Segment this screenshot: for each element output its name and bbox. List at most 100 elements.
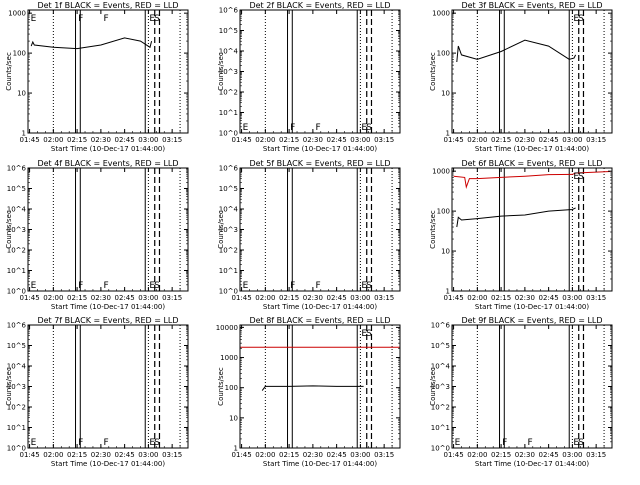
y-axis-label: Counts/sec — [429, 210, 437, 249]
y-tick-label: 10^3 — [7, 383, 26, 391]
y-tick-label: 10^5 — [219, 185, 238, 193]
x-tick-label: 03:00 — [350, 136, 370, 144]
x-axis-label: Start Time (10-Dec-17 01:44:00) — [51, 145, 165, 153]
x-tick-label: 03:15 — [586, 451, 606, 459]
x-tick-label: 01:45 — [231, 136, 251, 144]
x-tick-label: 02:30 — [515, 294, 535, 302]
x-tick-label: 02:00 — [467, 136, 487, 144]
x-axis-label: Start Time (10-Dec-17 01:44:00) — [475, 460, 589, 468]
y-tick-label: 10^4 — [7, 206, 27, 214]
x-tick-label: 02:00 — [43, 294, 63, 302]
y-tick-label: 100 — [225, 384, 238, 392]
x-tick-label: 02:45 — [115, 294, 135, 302]
y-tick-label: 1000 — [8, 10, 26, 18]
event-marker: E — [149, 14, 155, 24]
x-tick-label: 02:30 — [91, 451, 111, 459]
chart-title: Det 4f BLACK = Events, RED = LLD — [37, 159, 178, 168]
y-tick-label: 10^1 — [219, 109, 238, 117]
y-tick-label: 10^4 — [7, 363, 27, 371]
x-tick-label: 02:15 — [279, 294, 299, 302]
plot-frame — [451, 9, 613, 134]
plot-area — [264, 168, 393, 291]
x-tick-label: 02:15 — [67, 451, 87, 459]
x-tick-label: 01:45 — [231, 451, 251, 459]
y-tick-label: 10 — [441, 90, 450, 98]
event-marker: E — [149, 281, 155, 291]
x-tick-label: 02:45 — [115, 451, 135, 459]
event-marker: S — [578, 172, 584, 182]
y-tick-label: 10^6 — [7, 165, 27, 173]
plot-area — [30, 10, 181, 133]
plot-frame — [27, 9, 189, 134]
event-marker: E — [361, 123, 367, 133]
event-marker: E — [149, 438, 155, 448]
y-tick-label: 10^2 — [219, 89, 238, 97]
x-axis-label: Start Time (10-Dec-17 01:44:00) — [475, 145, 589, 153]
y-axis-label: Counts/sec — [5, 52, 13, 91]
x-tick-label: 02:45 — [327, 294, 347, 302]
x-tick-label: 01:45 — [443, 294, 463, 302]
x-tick-label: 02:15 — [279, 451, 299, 459]
y-tick-label: 10^4 — [431, 363, 451, 371]
x-tick-label: 02:30 — [91, 294, 111, 302]
event-marker: F — [290, 281, 295, 291]
x-axis-label: Start Time (10-Dec-17 01:44:00) — [263, 145, 377, 153]
y-tick-label: 10^5 — [219, 27, 238, 35]
y-tick-label: 1000 — [432, 10, 450, 18]
event-marker: F — [527, 438, 532, 448]
event-marker: F — [78, 281, 83, 291]
y-tick-label: 10^4 — [219, 206, 239, 214]
y-tick-label: 10^0 — [219, 130, 238, 138]
x-axis-label: Start Time (10-Dec-17 01:44:00) — [51, 460, 165, 468]
y-axis-label: Counts/sec — [217, 367, 225, 406]
y-tick-label: 10^0 — [219, 288, 238, 296]
y-axis-label: Counts/sec — [429, 367, 437, 406]
chart-title: Det 5f BLACK = Events, RED = LLD — [249, 159, 390, 168]
y-tick-label: 100 — [437, 208, 450, 216]
x-tick-label: 03:15 — [374, 451, 394, 459]
y-tick-label: 100 — [13, 50, 26, 58]
event-marker: E — [243, 281, 249, 291]
y-tick-label: 10^2 — [7, 247, 26, 255]
chart-panel-6: Det 6f BLACK = Events, RED = LLD E S 1 10 100… — [429, 159, 613, 311]
y-axis-label: Counts/sec — [217, 210, 225, 249]
x-tick-label: 02:00 — [255, 136, 275, 144]
event-marker: E — [31, 281, 37, 291]
event-marker: S — [578, 14, 584, 24]
x-tick-label: 01:45 — [443, 451, 463, 459]
x-tick-label: 02:00 — [255, 451, 275, 459]
x-axis-label: Start Time (10-Dec-17 01:44:00) — [263, 460, 377, 468]
x-tick-label: 02:15 — [67, 136, 87, 144]
x-tick-label: 02:45 — [327, 136, 347, 144]
y-tick-label: 10^6 — [219, 7, 239, 15]
x-tick-label: 03:15 — [374, 294, 394, 302]
plot-frame — [27, 324, 189, 449]
y-tick-label: 10^0 — [7, 445, 26, 453]
x-tick-label: 02:15 — [491, 451, 511, 459]
x-tick-label: 02:00 — [43, 136, 63, 144]
x-tick-label: 03:00 — [562, 451, 582, 459]
chart-title: Det 8f BLACK = Events, RED = LLD — [249, 316, 390, 325]
chart-title: Det 9f BLACK = Events, RED = LLD — [461, 316, 602, 325]
y-tick-label: 1 — [446, 130, 450, 138]
y-tick-label: 10^1 — [7, 424, 26, 432]
x-tick-label: 03:00 — [138, 294, 158, 302]
y-tick-label: 10^3 — [219, 226, 238, 234]
plot-area — [52, 325, 181, 448]
chart-panel-3: Det 3f BLACK = Events, RED = LLD E S 1 10 100… — [429, 1, 613, 153]
event-marker: S — [366, 281, 372, 291]
y-tick-label: 10^1 — [219, 267, 238, 275]
y-tick-label: 100 — [437, 50, 450, 58]
y-tick-label: 10^2 — [7, 404, 26, 412]
y-tick-label: 1 — [446, 288, 450, 296]
event-marker: F — [78, 14, 83, 24]
event-marker: E — [243, 123, 249, 133]
x-axis-label: Start Time (10-Dec-17 01:44:00) — [263, 303, 377, 311]
x-tick-label: 02:00 — [43, 451, 63, 459]
y-tick-label: 10^2 — [431, 404, 450, 412]
x-tick-label: 02:30 — [515, 136, 535, 144]
event-marker: E — [573, 14, 579, 24]
plot-frame — [451, 167, 613, 292]
